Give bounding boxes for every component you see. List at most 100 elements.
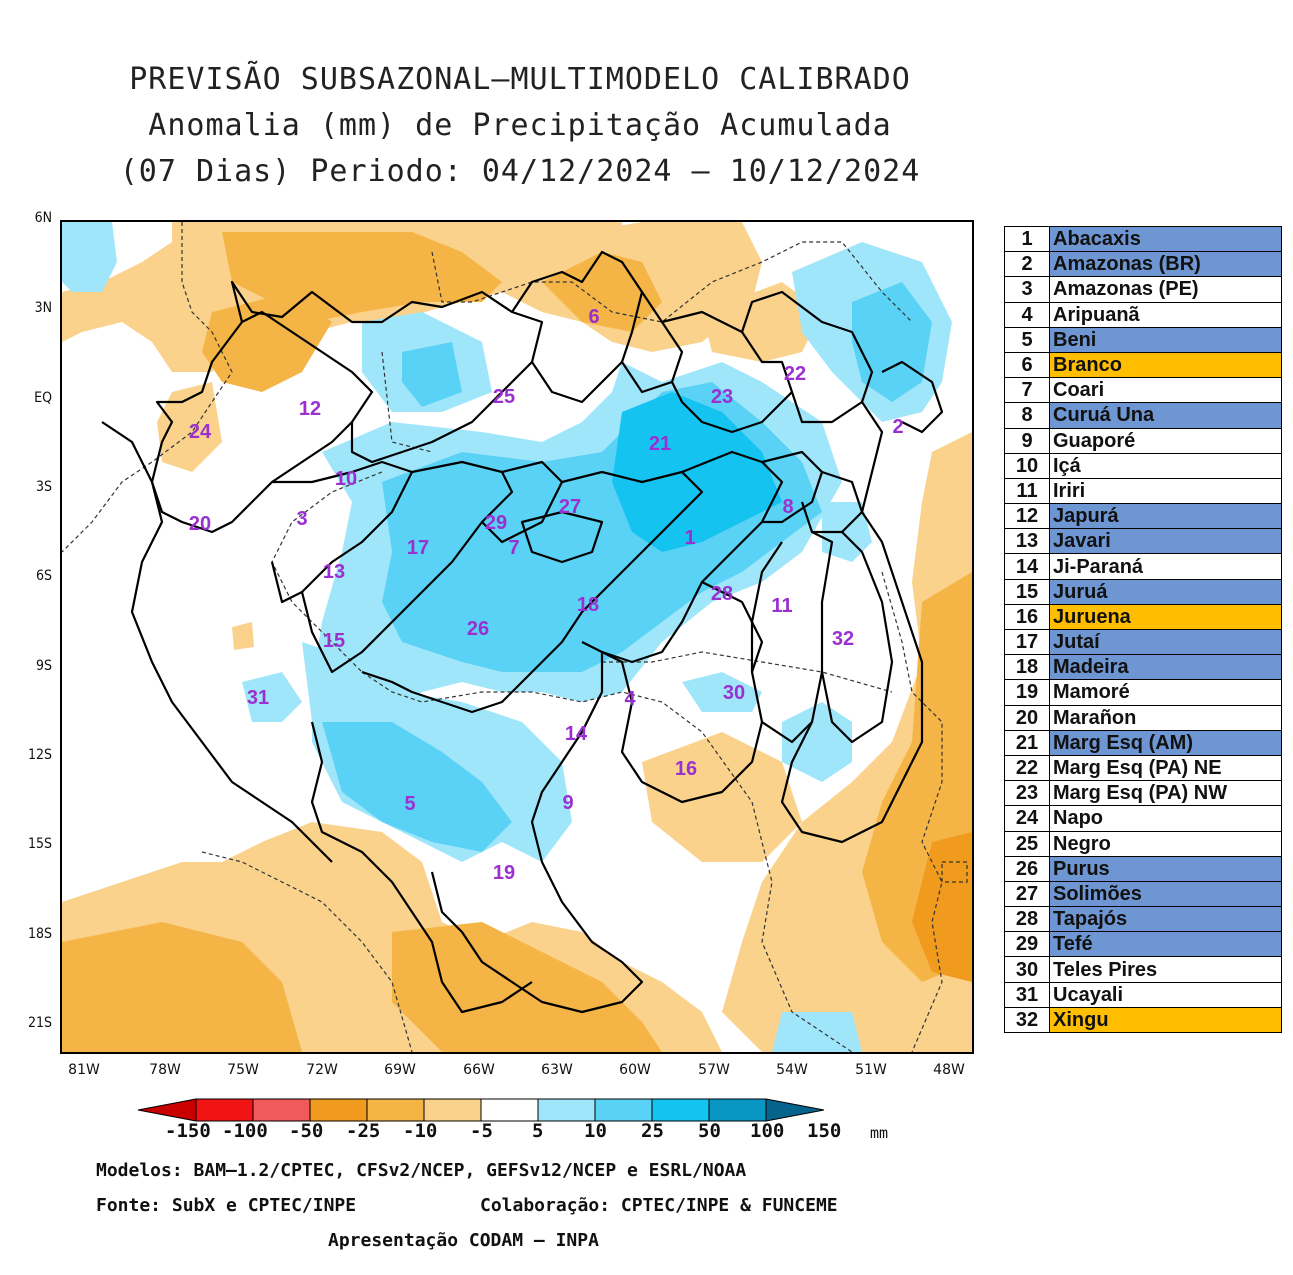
basin-outline-purus: [361, 470, 704, 714]
basin-number: 31: [247, 687, 269, 709]
border-line: [881, 571, 943, 1052]
legend-basin-name: Solimões: [1049, 880, 1282, 908]
lat-tick: 6S: [35, 568, 52, 584]
basin-number: 16: [675, 758, 697, 780]
basin-outline-tapajos: [750, 531, 834, 744]
wet-area-east-small: [782, 702, 852, 782]
legend-basin-name: Teles Pires: [1049, 956, 1282, 983]
dry-area-juruena: [642, 732, 802, 862]
colorbar-right-arrow: [765, 1098, 825, 1122]
wet-area-teles: [682, 672, 762, 712]
basin-number: 22: [784, 363, 806, 385]
lon-tick: 57W: [698, 1062, 730, 1078]
border-line: [381, 351, 433, 453]
colorbar-left-arrow: [137, 1098, 197, 1122]
lon-tick: 78W: [149, 1062, 181, 1078]
legend-row: 10 Içá: [1004, 452, 1282, 479]
lon-tick: 51W: [855, 1062, 887, 1078]
basin-number: 10: [335, 468, 357, 490]
legend-number: 21: [1004, 729, 1050, 756]
legend-basin-name: Jutaí: [1049, 628, 1282, 656]
basin-number: 26: [467, 618, 489, 640]
legend-basin-name: Ji-Paraná: [1049, 553, 1282, 580]
basin-number: 3: [296, 508, 307, 530]
colorbar: [137, 1098, 825, 1122]
basin-outline-madeira: [581, 450, 784, 664]
legend-basin-name: Içá: [1049, 452, 1282, 479]
colorbar-label: -50: [289, 1120, 324, 1142]
legend-number: 28: [1004, 906, 1050, 933]
legend-number: 32: [1004, 1006, 1050, 1034]
lon-tick: 69W: [384, 1062, 416, 1078]
legend-number: 16: [1004, 603, 1050, 631]
basin-number: 9: [562, 792, 573, 814]
colorbar-label: 100: [750, 1120, 785, 1142]
legend-basin-name: Negro: [1049, 830, 1282, 857]
lon-tick: 48W: [933, 1062, 965, 1078]
legend-number: 24: [1004, 805, 1050, 832]
legend-row: 18 Madeira: [1004, 654, 1282, 681]
colorbar-cell: [594, 1098, 653, 1122]
colorbar-label: 25: [641, 1120, 664, 1142]
lat-tick: 15S: [27, 836, 52, 852]
basin-outline-coari: [520, 510, 604, 564]
legend-number: 25: [1004, 830, 1050, 857]
basin-outline-guapore: [430, 652, 644, 1014]
lat-tick: EQ: [34, 390, 52, 406]
legend-number: 15: [1004, 578, 1050, 605]
legend-row: 25 Negro: [1004, 830, 1282, 857]
lon-tick: 81W: [68, 1062, 100, 1078]
basin-outline-javari: [270, 460, 414, 604]
legend-basin-name: Purus: [1049, 855, 1282, 882]
legend-number: 4: [1004, 301, 1050, 328]
dry-area-pa-nw: [702, 282, 822, 362]
border-line: [361, 671, 753, 803]
basin-number: 30: [723, 682, 745, 704]
basin-number: 19: [493, 862, 515, 884]
legend-number: 18: [1004, 654, 1050, 681]
legend-basin-name: Napo: [1049, 805, 1282, 832]
legend-number: 27: [1004, 880, 1050, 908]
legend-row: 19 Mamoré: [1004, 679, 1282, 706]
footer-models: Modelos: BAM–1.2/CPTEC, CFSv2/NCEP, GEFS…: [96, 1160, 747, 1181]
wet-area-curua: [822, 502, 872, 562]
precipitation-anomaly-map: 1 2 3 4 5 6 7 8 9 10 11 12 13 14 15 16 1…: [60, 220, 974, 1054]
title-line-1: PREVISÃO SUBSAZONAL–MULTIMODELO CALIBRAD…: [129, 62, 911, 97]
colorbar-label: 150: [807, 1120, 842, 1142]
legend-number: 13: [1004, 528, 1050, 555]
footer-collaboration: Colaboração: CPTEC/INPE & FUNCEME: [480, 1195, 838, 1216]
legend-basin-name: Ucayali: [1049, 981, 1282, 1008]
basin-number: 24: [189, 421, 212, 443]
colorbar-label: -10: [403, 1120, 438, 1142]
legend-basin-name: Aripuanã: [1049, 301, 1282, 328]
basin-number: 6: [588, 306, 599, 328]
legend-row: 9 Guaporé: [1004, 427, 1282, 454]
legend-row: 20 Marañon: [1004, 704, 1282, 731]
dry-area-south-strong: [392, 922, 662, 1052]
legend-number: 5: [1004, 326, 1050, 353]
basin-number: 13: [323, 561, 345, 583]
legend-number: 11: [1004, 477, 1050, 505]
colorbar-label: -100: [222, 1120, 268, 1142]
legend-number: 22: [1004, 754, 1050, 782]
border-line: [602, 651, 893, 693]
legend-number: 2: [1004, 251, 1050, 278]
basin-outline-iriri: [820, 531, 894, 744]
dry-anomaly-areas: [62, 222, 972, 1052]
wet-area-beni-strong: [322, 722, 512, 852]
legend-basin-name: Mamoré: [1049, 679, 1282, 706]
legend-basin-name: Xingu: [1049, 1006, 1282, 1034]
basin-number-labels: 1 2 3 4 5 6 7 8 9 10 11 12 13 14 15 16 1…: [189, 306, 904, 884]
legend-number: 20: [1004, 704, 1050, 731]
legend-row: 7 Coari: [1004, 377, 1282, 404]
basin-outline-ji-parana: [601, 651, 764, 804]
dry-area-napo-south: [157, 382, 222, 472]
colorbar-unit: mm: [870, 1124, 889, 1142]
lat-tick: 6N: [34, 210, 52, 226]
basin-number: 32: [832, 628, 854, 650]
colorbar-label: 50: [698, 1120, 721, 1142]
legend-number: 30: [1004, 956, 1050, 983]
legend-basin-name: Marg Esq (AM): [1049, 729, 1282, 756]
colorbar-cell: [651, 1098, 710, 1122]
basin-outline-marañon: [150, 310, 374, 534]
